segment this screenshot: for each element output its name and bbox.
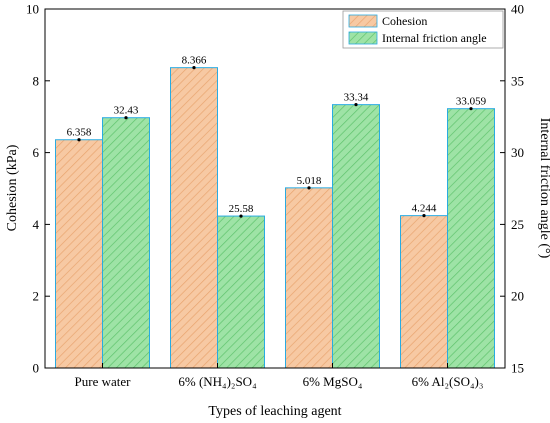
bar-top-marker (307, 186, 311, 190)
plot-frame (44, 8, 506, 369)
y-right-tick-label: 30 (511, 145, 524, 160)
bar-cohesion-3 (400, 215, 448, 369)
bar-top-marker (422, 214, 426, 218)
y-right-tick-label: 25 (511, 217, 524, 232)
data-label-internal-friction-angle-3: 33.059 (456, 96, 487, 108)
bar-internal-friction-angle-3 (447, 108, 495, 369)
left-axis: 0 2 4 6 8 10 (26, 2, 50, 376)
data-label-cohesion-3: 4.244 (412, 203, 437, 215)
legend-swatch-internal-friction-angle (348, 31, 378, 45)
y-tick-label: 0 (33, 361, 40, 376)
bar-cohesion-1 (170, 67, 218, 369)
bar-top-marker (192, 66, 196, 70)
x-tick-label: 6% MgSO₄ (303, 374, 363, 389)
x-axis-title: Types of leaching agent (208, 404, 341, 419)
y-tick-label: 6 (33, 145, 40, 160)
right-axis: 15 20 25 30 35 40 (500, 2, 524, 376)
data-label-internal-friction-angle-1: 25.58 (229, 203, 254, 215)
y-tick-label: 10 (26, 2, 39, 17)
y-right-tick-label: 15 (511, 361, 524, 376)
x-axis: Pure water 6% (NH₄)₂SO₄ 6% MgSO₄ 6% Al₂(SO₄… (75, 363, 484, 389)
x-tick-label: 6% (NH₄)₂SO₄ (178, 374, 257, 389)
legend: Cohesion Internal friction angle (342, 10, 504, 49)
bar-top-marker (469, 107, 473, 111)
bar-top-marker (124, 116, 128, 120)
y-tick-label: 4 (33, 217, 40, 232)
legend-swatch-cohesion (348, 14, 378, 28)
data-label-cohesion-0: 6.358 (67, 127, 92, 139)
data-labels: 6.358 32.43 8.366 25.58 5.018 33.34 4.244 33.05… (67, 55, 487, 215)
bar-top-marker (77, 138, 81, 142)
bars (55, 66, 495, 369)
y-tick-label: 8 (33, 73, 40, 88)
y-right-tick-label: 35 (511, 73, 524, 88)
bar-internal-friction-angle-2 (332, 104, 380, 369)
y-right-tick-label: 20 (511, 289, 524, 304)
y-right-tick-label: 40 (511, 2, 524, 17)
y-axis-title: Cohesion (kPa) (5, 144, 20, 231)
data-label-cohesion-1: 8.366 (182, 55, 207, 67)
y-axis-right-title: Internal friction angle (°) (537, 118, 550, 259)
bar-internal-friction-angle-0 (102, 117, 150, 369)
legend-label-internal-friction-angle: Internal friction angle (382, 31, 487, 45)
bar-internal-friction-angle-1 (217, 215, 265, 369)
data-label-internal-friction-angle-2: 33.34 (344, 92, 369, 104)
legend-label-cohesion: Cohesion (382, 14, 427, 28)
data-label-internal-friction-angle-0: 32.43 (114, 105, 139, 117)
bar-cohesion-0 (55, 139, 103, 369)
y-tick-label: 2 (33, 289, 40, 304)
data-label-cohesion-2: 5.018 (297, 175, 322, 187)
bar-top-marker (354, 103, 358, 107)
x-tick-label: Pure water (75, 374, 132, 389)
bar-top-marker (239, 214, 243, 218)
bar-cohesion-2 (285, 187, 333, 369)
x-tick-label: 6% Al₂(SO₄)₃ (412, 374, 484, 389)
